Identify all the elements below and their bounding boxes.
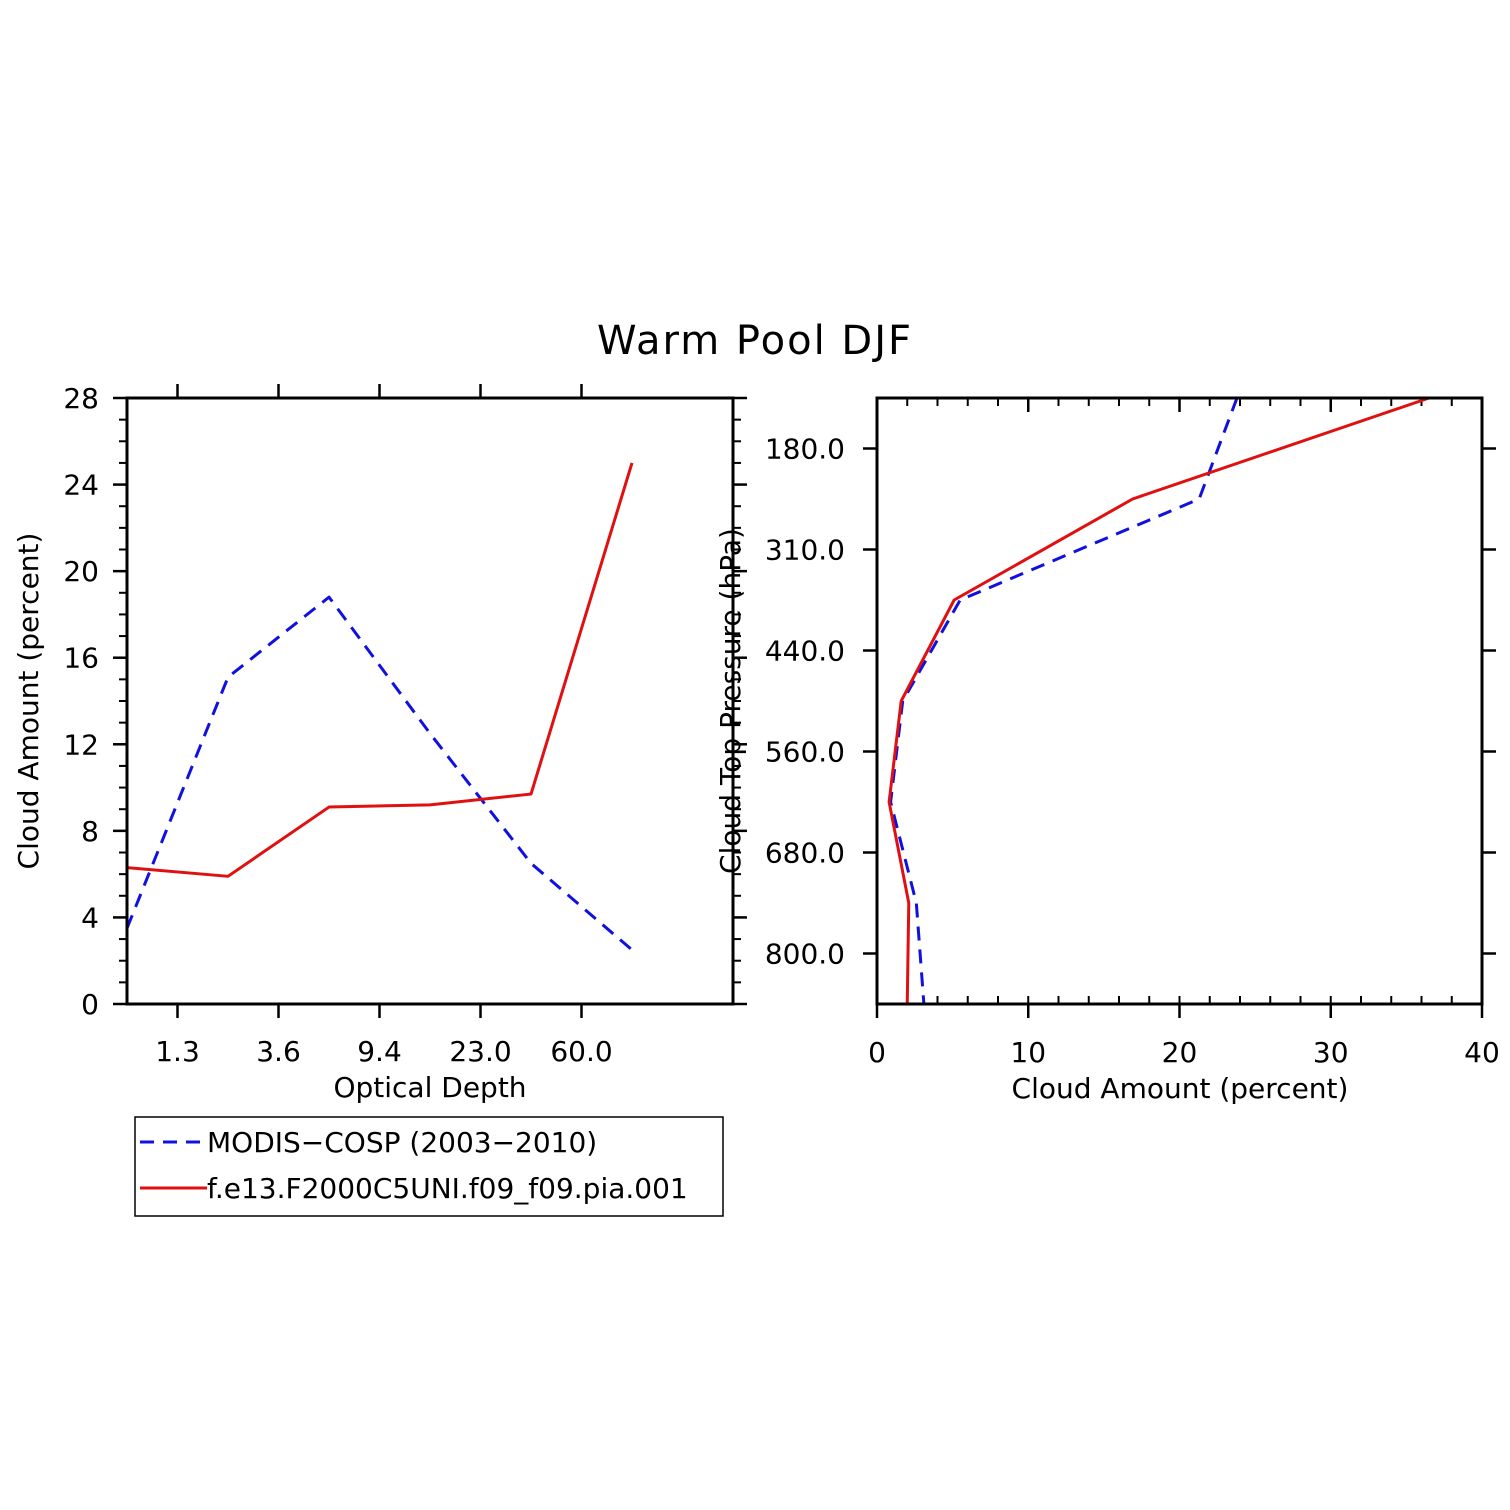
- left-y-tick-label: 28: [63, 382, 99, 415]
- left-y-tick-label: 24: [63, 469, 99, 502]
- right-y-tick-label: 180.0: [765, 433, 845, 466]
- left-x-tick-label: 60.0: [550, 1035, 612, 1068]
- left-x-tick-label: 23.0: [449, 1035, 511, 1068]
- left-y-tick-label: 12: [63, 728, 99, 761]
- left-plot-frame: [125, 396, 735, 1006]
- left-y-axis-label: Cloud Amount (percent): [12, 533, 45, 870]
- left-x-axis-label: Optical Depth: [333, 1071, 526, 1104]
- left-axis-ticks: 0 4 8 12 16 20 24 28 1.3 3.6 9.4 23.0 60.0: [63, 382, 747, 1068]
- left-y-tick-label: 8: [81, 815, 99, 848]
- right-y-tick-label: 560.0: [765, 736, 845, 769]
- left-y-tick-label: 0: [81, 988, 99, 1021]
- left-x-tick-label: 3.6: [256, 1035, 301, 1068]
- left-y-tick-label: 4: [81, 901, 99, 934]
- left-panel: 0 4 8 12 16 20 24 28 1.3 3.6 9.4 23.0 60.0 Optical D…: [12, 382, 747, 1104]
- right-series-line-model: [887, 396, 1430, 1005]
- left-series-line-obs: [125, 595, 633, 952]
- legend-box: [134, 1116, 724, 1217]
- right-y-tick-label: 800.0: [765, 938, 845, 971]
- right-series-group: [887, 396, 1430, 1005]
- left-series-line-model: [126, 462, 634, 878]
- legend-label-obs: MODIS−COSP (2003−2010): [207, 1126, 597, 1159]
- right-x-tick-label: 30: [1313, 1036, 1349, 1069]
- right-panel: 0 10 20 30 40180.0310.0440.0560.0680.0800.0 …: [714, 396, 1500, 1105]
- left-x-tick-label: 1.3: [155, 1035, 200, 1068]
- left-y-tick-label: 20: [63, 555, 99, 588]
- right-axis-ticks: 0 10 20 30 40 180.0 310.0 440.0 560.0 680.0 800.0: [765, 398, 1500, 1069]
- right-x-tick-label: 0: [868, 1036, 886, 1069]
- right-series-line-obs: [889, 397, 1239, 1005]
- left-y-tick-label: 16: [63, 642, 99, 675]
- right-y-tick-label: 680.0: [765, 837, 845, 870]
- right-x-axis-label: Cloud Amount (percent): [1012, 1072, 1349, 1105]
- right-x-tick-label: 10: [1010, 1036, 1046, 1069]
- left-x-tick-label: 9.4: [357, 1035, 402, 1068]
- right-plot-frame: [875, 396, 1484, 1006]
- legend: MODIS−COSP (2003−2010) f.e13.F2000C5UNI.…: [134, 1116, 724, 1217]
- right-x-tick-label: 40: [1464, 1036, 1500, 1069]
- left-series-group: [125, 462, 634, 952]
- right-y-tick-label: 440.0: [765, 635, 845, 668]
- right-x-tick-label: 20: [1162, 1036, 1198, 1069]
- legend-label-model: f.e13.F2000C5UNI.f09_f09.pia.001: [207, 1172, 688, 1205]
- right-y-tick-label: 310.0: [765, 534, 845, 567]
- chart-title: Warm Pool DJF: [597, 318, 913, 364]
- right-y-axis-label: Cloud Top Pressure (hPa): [714, 528, 747, 874]
